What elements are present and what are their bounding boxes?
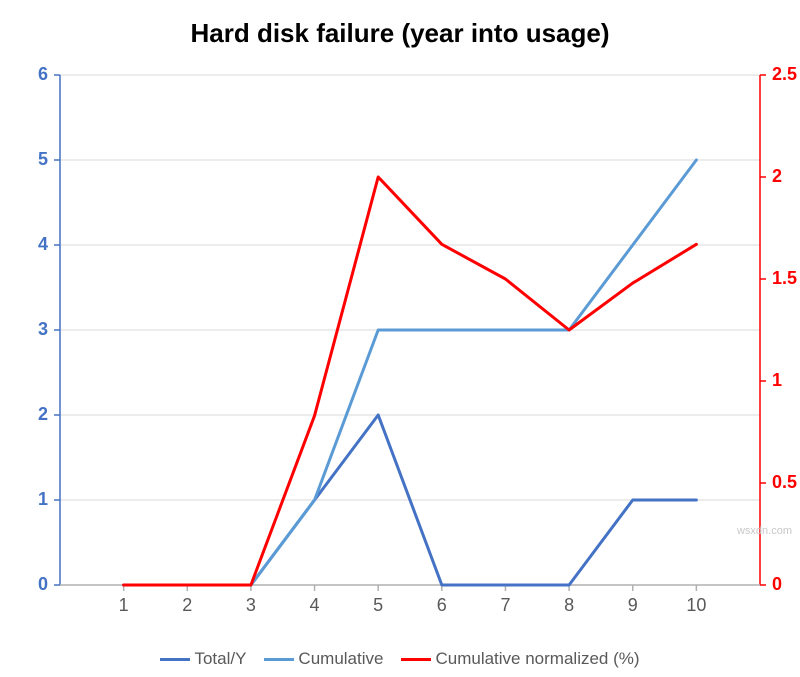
chart-title: Hard disk failure (year into usage) [0, 18, 800, 49]
y-right-tick-label: 1 [772, 370, 782, 391]
y-right-tick-label: 2 [772, 166, 782, 187]
legend-swatch [264, 658, 294, 661]
y-right-tick-label: 0 [772, 574, 782, 595]
x-tick-label: 9 [623, 595, 643, 616]
watermark-text: wsxdn.com [737, 525, 792, 537]
y-left-tick-label: 6 [38, 64, 48, 85]
legend-label: Total/Y [194, 649, 246, 669]
x-tick-label: 8 [559, 595, 579, 616]
x-tick-label: 2 [177, 595, 197, 616]
y-left-tick-label: 5 [38, 149, 48, 170]
y-left-tick-label: 0 [38, 574, 48, 595]
y-right-tick-label: 1.5 [772, 268, 797, 289]
x-tick-label: 5 [368, 595, 388, 616]
y-left-tick-label: 1 [38, 489, 48, 510]
x-tick-label: 4 [305, 595, 325, 616]
chart-plot [50, 65, 770, 595]
legend-item: Total/Y [160, 649, 246, 669]
legend-item: Cumulative [264, 649, 383, 669]
legend-item: Cumulative normalized (%) [401, 649, 639, 669]
legend-label: Cumulative [298, 649, 383, 669]
chart-legend: Total/Y Cumulative Cumulative normalized (… [0, 649, 800, 669]
y-left-tick-label: 2 [38, 404, 48, 425]
legend-label: Cumulative normalized (%) [435, 649, 639, 669]
x-tick-label: 1 [114, 595, 134, 616]
x-tick-label: 6 [432, 595, 452, 616]
x-tick-label: 7 [495, 595, 515, 616]
y-right-tick-label: 2.5 [772, 64, 797, 85]
x-tick-label: 3 [241, 595, 261, 616]
y-left-tick-label: 4 [38, 234, 48, 255]
y-right-tick-label: 0.5 [772, 472, 797, 493]
x-tick-label: 10 [686, 595, 706, 616]
legend-swatch [401, 658, 431, 661]
legend-swatch [160, 658, 190, 661]
y-left-tick-label: 3 [38, 319, 48, 340]
chart-container: Hard disk failure (year into usage) 0 1 2 3… [0, 0, 800, 677]
